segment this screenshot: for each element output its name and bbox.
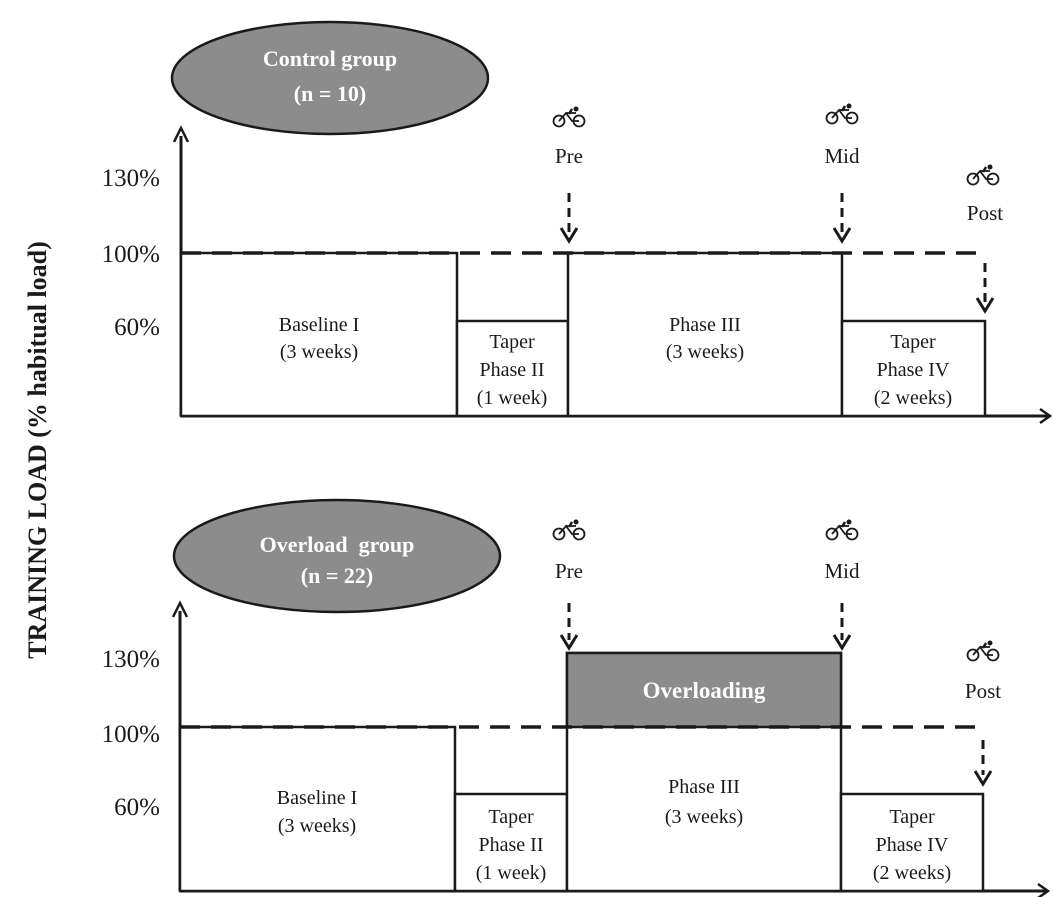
y-axis-title: TRAINING LOAD (% habitual load) [23, 241, 52, 659]
control-phase-taper2-label-3: (1 week) [477, 387, 548, 409]
control-panel: Control group (n = 10) 130% 100% 60% Bas… [102, 20, 1053, 425]
overload-pre-cyclist-icon [552, 519, 586, 541]
control-tick-130: 130% [102, 165, 160, 192]
control-group-ellipse [170, 20, 490, 136]
control-post-label: Post [967, 201, 1003, 225]
overload-phase-taper4-label-3: (2 weeks) [873, 862, 951, 884]
overload-mid-arrowhead [832, 634, 852, 651]
control-y-axis-arrowhead [172, 125, 190, 143]
overload-overloading-block [565, 651, 843, 729]
overload-panel: Overload group (n = 22) 130% 100% 60% Ov… [102, 498, 1051, 897]
overload-pre-label: Pre [555, 559, 583, 583]
control-mid-label: Mid [824, 144, 860, 168]
control-mid-arrowhead [832, 227, 852, 244]
control-pre-label: Pre [555, 144, 583, 168]
overload-phase-baseline-box [178, 725, 457, 893]
overload-group-ellipse [172, 498, 502, 614]
control-post-cyclist-icon [966, 164, 1000, 186]
control-phase-iii-label-2: (3 weeks) [666, 341, 744, 363]
control-pre-arrowhead [559, 227, 579, 244]
control-phase-taper2-label-1: Taper [489, 331, 535, 353]
overload-phase-iii-label-2: (3 weeks) [665, 806, 743, 828]
control-post-arrowhead [975, 297, 995, 314]
control-phase-baseline-box [179, 251, 459, 418]
overload-post-label: Post [965, 679, 1001, 703]
control-phase-taper4-box [840, 319, 987, 418]
control-phase-baseline-label-2: (3 weeks) [280, 341, 358, 363]
control-phase-taper2-label-2: Phase II [480, 359, 545, 381]
control-group-name: Control group [263, 46, 397, 71]
overload-phase-baseline-label-1: Baseline I [277, 787, 358, 809]
control-phase-taper4-label-1: Taper [890, 331, 936, 353]
control-phase-baseline-label-1: Baseline I [279, 314, 360, 336]
control-mid-cyclist-icon [825, 103, 859, 125]
overload-y-axis-arrowhead [171, 600, 189, 618]
control-x-axis-arrowhead [1039, 407, 1053, 425]
overload-x-axis-arrowhead [1037, 882, 1051, 897]
overload-mid-label: Mid [824, 559, 860, 583]
control-tick-60: 60% [114, 314, 160, 341]
overload-phase-taper4-box [839, 792, 985, 893]
overload-post-arrowhead [973, 770, 993, 787]
overload-phase-taper2-label-3: (1 week) [476, 862, 547, 884]
control-phase-taper2-box [455, 319, 570, 418]
overload-phase-taper2-label-1: Taper [488, 806, 534, 828]
control-phase-taper4-label-2: Phase IV [877, 359, 950, 381]
overload-pre-arrowhead [559, 634, 579, 651]
overload-tick-60: 60% [114, 794, 160, 821]
overload-phase-taper4-label-2: Phase IV [876, 834, 949, 856]
overload-group-size: (n = 22) [301, 563, 373, 588]
control-phase-taper4-label-3: (2 weeks) [874, 387, 952, 409]
overload-phase-baseline-label-2: (3 weeks) [278, 815, 356, 837]
overload-tick-100: 100% [102, 721, 160, 748]
overload-tick-130: 130% [102, 646, 160, 673]
overload-phase-taper4-label-1: Taper [889, 806, 935, 828]
overload-overloading-label: Overloading [643, 678, 766, 703]
overload-phase-taper2-label-2: Phase II [479, 834, 544, 856]
overload-phase-iii-label-1: Phase III [668, 776, 740, 798]
overload-mid-cyclist-icon [825, 519, 859, 541]
control-pre-cyclist-icon [552, 106, 586, 128]
overload-group-name: Overload group [260, 532, 415, 557]
control-tick-100: 100% [102, 241, 160, 268]
control-phase-iii-label-1: Phase III [669, 314, 741, 336]
overload-phase-taper2-box [453, 792, 569, 893]
control-group-size: (n = 10) [294, 81, 366, 106]
control-phase-iii-box [566, 251, 844, 418]
overload-post-cyclist-icon [966, 640, 1000, 662]
